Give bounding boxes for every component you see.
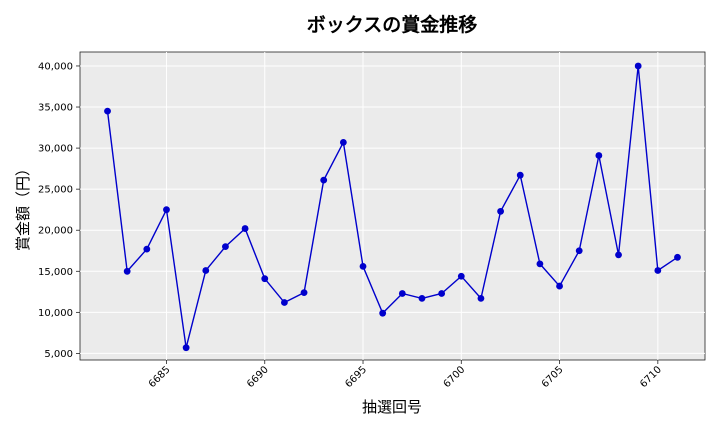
x-tick-label: 6695 [343, 364, 369, 390]
y-tick-label: 30,000 [38, 144, 73, 155]
data-point [595, 152, 603, 159]
data-point [143, 245, 151, 253]
x-tick-label: 6690 [245, 364, 271, 390]
data-point [104, 107, 111, 115]
data-point [281, 299, 288, 306]
y-tick-label: 40,000 [38, 61, 73, 72]
data-point [418, 295, 426, 302]
series-layer [104, 62, 681, 352]
y-axis-label: 賞金額（円） [14, 161, 32, 251]
x-axis-label: 抽選回号 [362, 398, 422, 416]
data-point [379, 309, 387, 317]
data-point [654, 267, 662, 274]
y-tick-label: 15,000 [38, 267, 73, 278]
data-point [261, 275, 269, 283]
data-point [615, 251, 622, 259]
chart-title: ボックスの賞金推移 [307, 13, 477, 36]
series-line [106, 65, 678, 348]
x-tick-label: 6685 [147, 364, 173, 390]
y-tick-label: 5,000 [44, 349, 73, 360]
y-tick-label: 35,000 [38, 103, 73, 114]
data-point [339, 138, 347, 146]
data-point [634, 62, 642, 70]
data-point [222, 243, 229, 251]
x-tick-label: 6705 [540, 364, 566, 390]
data-point [497, 207, 504, 215]
data-point [477, 295, 485, 302]
data-point [516, 171, 524, 179]
y-tick-label: 25,000 [38, 185, 73, 196]
data-point [182, 344, 190, 352]
data-point [438, 290, 446, 297]
y-tick-label: 20,000 [38, 226, 73, 237]
x-axis-ticks: 6685 6690 6695 6700 6705 6710 [147, 360, 664, 390]
y-axis-ticks: 5,000 10,000 15,000 20,000 25,000 30,000 35,00… [38, 61, 80, 360]
data-point [536, 260, 544, 268]
data-point [123, 267, 131, 275]
grid-lines [80, 52, 705, 360]
data-point [575, 247, 583, 255]
x-tick-label: 6700 [442, 364, 468, 390]
x-tick-label: 6710 [638, 364, 664, 390]
data-point [398, 290, 406, 297]
data-point [674, 253, 681, 261]
data-point [359, 262, 367, 270]
y-tick-label: 10,000 [38, 308, 73, 319]
data-point [241, 225, 249, 232]
data-point [556, 282, 563, 290]
data-point [202, 267, 210, 274]
plot-area [79, 51, 706, 361]
data-point [163, 206, 170, 214]
data-point [320, 176, 328, 184]
data-point [457, 272, 465, 280]
data-point [300, 289, 308, 297]
